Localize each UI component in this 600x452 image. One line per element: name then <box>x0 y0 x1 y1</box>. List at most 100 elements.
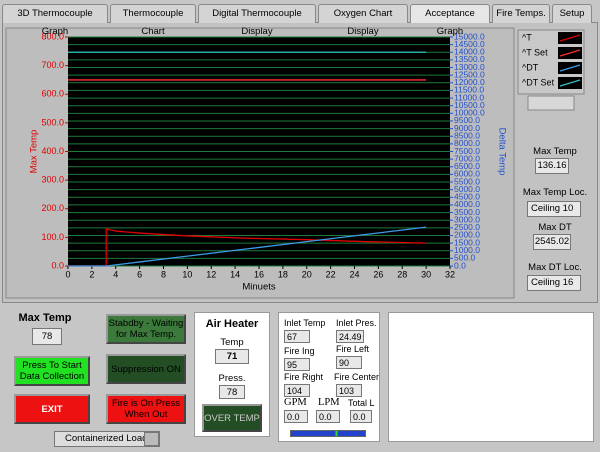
summary-value: Ceiling 16 <box>527 275 581 291</box>
press-label: Press. <box>218 373 246 384</box>
y2-tick-label: 4500.0 <box>454 192 480 202</box>
y2-tick-label: 15000.0 <box>454 31 485 41</box>
graph-tools <box>527 95 575 111</box>
y2-tick-label: 0.0 <box>454 260 466 270</box>
y-tick-label: 400.0 <box>41 146 64 156</box>
x-tick-label: 20 <box>302 269 312 279</box>
y2-tick-label: 10500.0 <box>454 100 485 110</box>
inlet-value: 95 <box>284 358 310 371</box>
tab[interactable]: Fire Temps. <box>492 4 550 23</box>
status-suppression: Suppression ON <box>106 354 186 384</box>
max-temp-label: Max Temp <box>18 312 72 324</box>
y2-tick-label: 500.0 <box>454 253 476 263</box>
y2-tick-label: 8500.0 <box>454 130 480 140</box>
status-fire[interactable]: Fire is On Press When Out <box>106 394 186 424</box>
over-temp-indicator: OVER TEMP <box>202 404 262 432</box>
tab[interactable]: Thermocouple Chart <box>110 4 196 37</box>
legend-swatch <box>559 79 581 87</box>
load-select[interactable]: Containerized Load <box>54 431 160 447</box>
y-tick-label: 500.0 <box>41 117 64 127</box>
y2-tick-label: 8000.0 <box>454 138 480 148</box>
y2-tick-label: 9000.0 <box>454 123 480 133</box>
inlet-label: Fire Left <box>336 344 370 354</box>
y2-tick-label: 10000.0 <box>454 108 485 118</box>
y2-tick-label: 9500.0 <box>454 115 480 125</box>
x-tick-label: 22 <box>326 269 336 279</box>
oxygen-panel <box>388 312 594 442</box>
exit-button[interactable]: EXIT <box>14 394 90 424</box>
y2-tick-label: 6500.0 <box>454 161 480 171</box>
legend-swatch <box>559 64 581 72</box>
y2-tick-label: 14000.0 <box>454 47 485 57</box>
x-tick-label: 0 <box>65 269 70 279</box>
x-tick-label: 8 <box>161 269 166 279</box>
inlet-label: Fire Center <box>334 372 380 382</box>
y-tick-label: 700.0 <box>41 60 64 70</box>
y2-tick-label: 11500.0 <box>454 85 484 95</box>
summary-value: Ceiling 10 <box>527 201 581 217</box>
y-tick-label: 0.0 <box>51 260 64 270</box>
tab[interactable]: Setup <box>552 4 592 23</box>
summary-label: Max DT Loc. <box>528 262 582 273</box>
x-tick-label: 32 <box>445 269 455 279</box>
y2-tick-label: 11000.0 <box>454 92 484 102</box>
y2-tick-label: 7000.0 <box>454 153 480 163</box>
summary-value: 136.16 <box>535 158 569 174</box>
y2-tick-label: 3000.0 <box>454 214 480 224</box>
x-tick-label: 6 <box>137 269 142 279</box>
temp-value: 71 <box>215 349 249 364</box>
summary-label: Max DT <box>538 222 572 233</box>
start-button[interactable]: Press To Start Data Collection <box>14 356 90 386</box>
x-tick-label: 4 <box>113 269 118 279</box>
y2-tick-label: 4000.0 <box>454 199 480 209</box>
legend-label: ^T <box>522 32 532 42</box>
tab[interactable]: Acceptance Graph <box>410 4 490 37</box>
y2-tick-label: 12000.0 <box>454 77 485 87</box>
inlet-value: 0.0 <box>284 410 308 423</box>
x-tick-label: 30 <box>421 269 431 279</box>
x-tick-label: 16 <box>254 269 264 279</box>
x-tick-label: 10 <box>182 269 192 279</box>
y2-tick-label: 13500.0 <box>454 54 485 64</box>
tab[interactable]: Oxygen Chart Display <box>318 4 408 37</box>
y2-tick-label: 7500.0 <box>454 146 480 156</box>
temp-label: Temp <box>220 337 244 348</box>
inlet-label: Fire Right <box>284 372 324 382</box>
x-tick-label: 18 <box>278 269 288 279</box>
y2-tick-label: 6000.0 <box>454 169 480 179</box>
progress-bar <box>290 430 366 437</box>
y2-tick-label: 1000.0 <box>454 245 480 255</box>
inlet-value: 103 <box>336 384 362 397</box>
legend-swatch <box>559 49 581 57</box>
y2-tick-label: 2500.0 <box>454 222 480 232</box>
tab[interactable]: 3D Thermocouple Graph <box>2 4 108 37</box>
y2-tick-label: 3500.0 <box>454 207 480 217</box>
inlet-label: GPM <box>284 397 307 408</box>
series-line <box>68 226 427 267</box>
summary-label: Max Temp <box>533 146 577 157</box>
y2-tick-label: 5500.0 <box>454 176 480 186</box>
inlet-value: 0.0 <box>316 410 340 423</box>
press-value: 78 <box>219 385 245 399</box>
legend-label: ^DT Set <box>522 77 555 87</box>
summary-label: Max Temp Loc. <box>522 187 588 198</box>
inlet-value: 67 <box>284 330 310 343</box>
y2-tick-label: 1500.0 <box>454 237 480 247</box>
y2-tick-label: 13000.0 <box>454 62 485 72</box>
inlet-value: 0.0 <box>350 410 372 423</box>
dropdown-arrow[interactable] <box>144 432 159 446</box>
legend-label: ^DT <box>522 62 539 72</box>
inlet-value: 24.49 <box>336 330 364 343</box>
x-axis-title: Minuets <box>242 282 276 293</box>
y2-tick-label: 14500.0 <box>454 39 485 49</box>
air-heater-title: Air Heater <box>205 318 259 330</box>
x-tick-label: 12 <box>206 269 216 279</box>
legend-swatch <box>559 34 581 42</box>
inlet-label: Inlet Temp <box>284 318 326 328</box>
tab[interactable]: Digital Thermocouple Display <box>198 4 316 37</box>
y2-tick-label: 2000.0 <box>454 230 480 240</box>
max-temp-value: 78 <box>32 328 62 345</box>
y-tick-label: 600.0 <box>41 89 64 99</box>
y-tick-label: 300.0 <box>41 175 64 185</box>
